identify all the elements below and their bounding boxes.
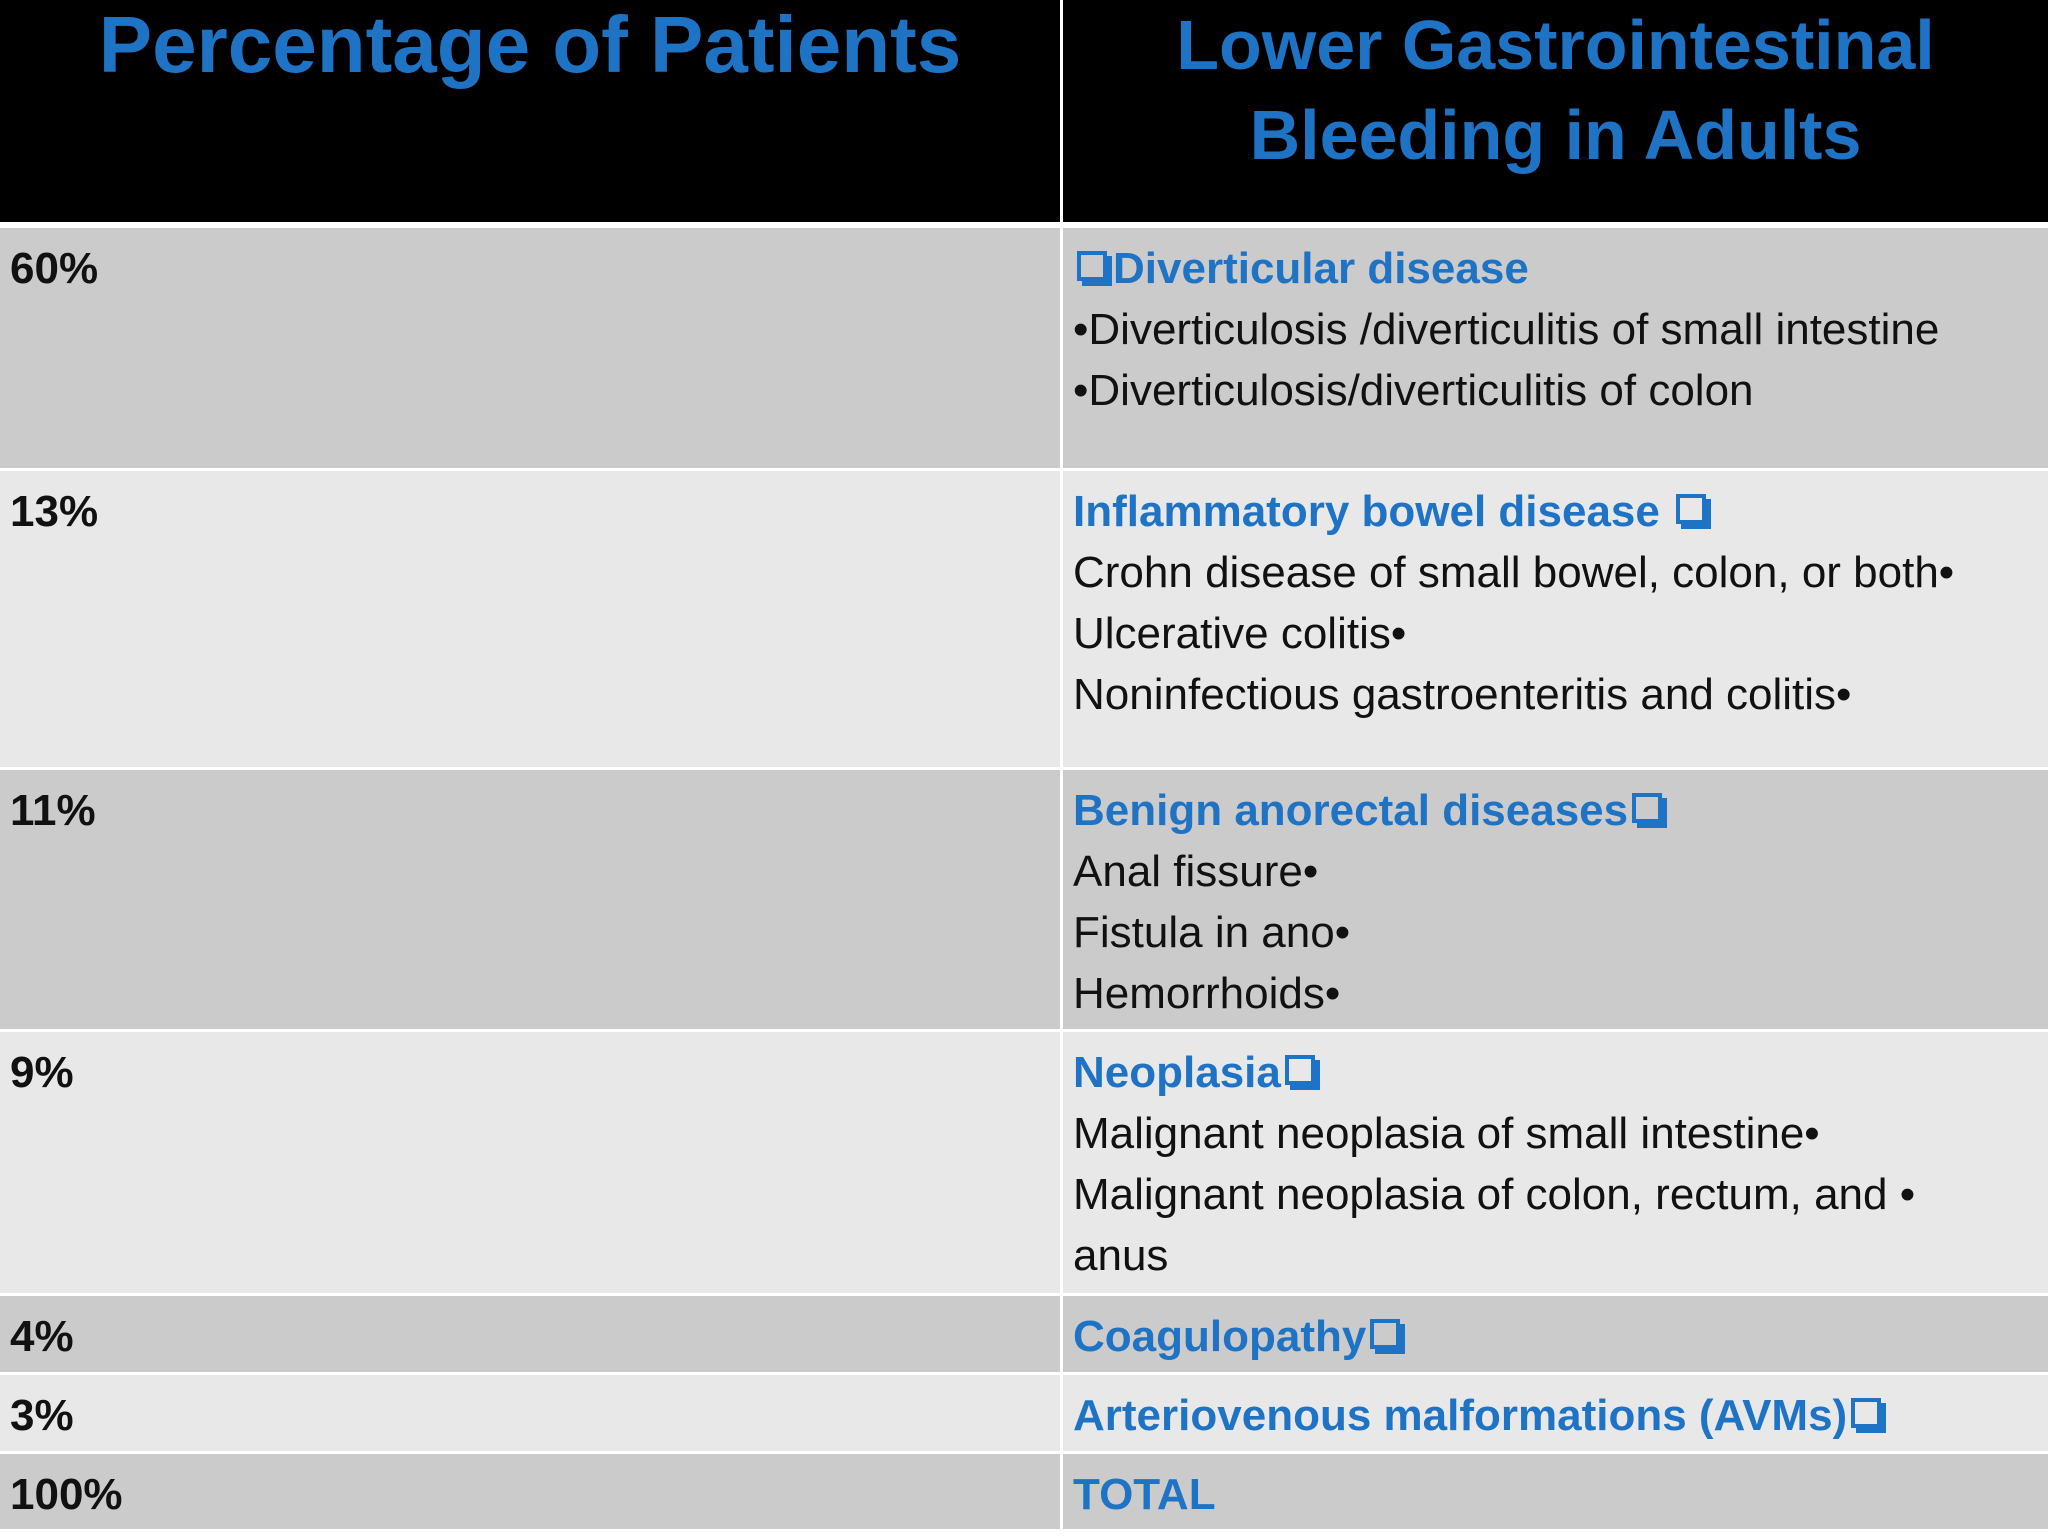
- table-row-total: 100% TOTAL: [0, 1454, 2048, 1532]
- table-row: 11% Benign anorectal diseases Anal fissu…: [0, 770, 2048, 1032]
- cause-item: •Diverticulosis/diverticulitis of colon: [1073, 366, 1754, 415]
- table-header-row: Percentage of Patients Lower Gastrointes…: [0, 0, 2048, 228]
- category-label: Neoplasia: [1073, 1042, 2038, 1103]
- percent-cell: 9%: [0, 1032, 1063, 1296]
- total-label: TOTAL: [1073, 1470, 1216, 1519]
- cause-item: anus: [1073, 1231, 1169, 1280]
- header-percentage: Percentage of Patients: [0, 0, 1063, 228]
- category-label: Inflammatory bowel disease: [1073, 481, 2038, 542]
- percent-cell: 13%: [0, 471, 1063, 770]
- category-text: Coagulopathy: [1073, 1312, 1367, 1361]
- header-lgib-line2: Bleeding in Adults: [1249, 96, 1862, 174]
- category-text: Neoplasia: [1073, 1048, 1281, 1097]
- category-text: Inflammatory bowel disease: [1073, 487, 1673, 536]
- table-row: 4% Coagulopathy: [0, 1296, 2048, 1375]
- table-row: 9% Neoplasia Malignant neoplasia of smal…: [0, 1032, 2048, 1296]
- category-text: Diverticular disease: [1113, 244, 1529, 293]
- category-label: Benign anorectal diseases: [1073, 780, 2038, 841]
- checkbox-outline-icon: [1632, 793, 1663, 823]
- cause-cell: Arteriovenous malformations (AVMs): [1063, 1375, 2048, 1454]
- cause-item: Anal fissure•: [1073, 847, 1319, 896]
- percent-cell: 100%: [0, 1454, 1063, 1532]
- cause-item: Noninfectious gastroenteritis and coliti…: [1073, 670, 1852, 719]
- percent-cell: 60%: [0, 228, 1063, 471]
- table-row: 60% Diverticular disease •Diverticulosis…: [0, 228, 2048, 471]
- checkbox-outline-icon: [1370, 1319, 1401, 1349]
- header-lgib-line1: Lower Gastrointestinal: [1176, 6, 1935, 84]
- percent-cell: 4%: [0, 1296, 1063, 1375]
- percent-cell: 3%: [0, 1375, 1063, 1454]
- cause-cell: Inflammatory bowel disease Crohn disease…: [1063, 471, 2048, 770]
- category-label: Arteriovenous malformations (AVMs): [1073, 1385, 2038, 1446]
- cause-item: Malignant neoplasia of colon, rectum, an…: [1073, 1170, 1916, 1219]
- cause-cell: Benign anorectal diseases Anal fissure• …: [1063, 770, 2048, 1032]
- category-label: Diverticular disease: [1073, 238, 2038, 299]
- cause-cell: Diverticular disease •Diverticulosis /di…: [1063, 228, 2048, 471]
- cause-item: •Diverticulosis /diverticulitis of small…: [1073, 305, 1940, 354]
- cause-item: Malignant neoplasia of small intestine•: [1073, 1109, 1820, 1158]
- cause-item: Fistula in ano•: [1073, 908, 1351, 957]
- category-text: Benign anorectal diseases: [1073, 786, 1629, 835]
- cause-cell: TOTAL: [1063, 1454, 2048, 1532]
- table-row: 13% Inflammatory bowel disease Crohn dis…: [0, 471, 2048, 770]
- checkbox-outline-icon: [1851, 1398, 1882, 1428]
- checkbox-outline-icon: [1077, 251, 1107, 281]
- cause-item: Ulcerative colitis•: [1073, 609, 1407, 658]
- checkbox-outline-icon: [1284, 1055, 1315, 1085]
- percent-cell: 11%: [0, 770, 1063, 1032]
- cause-cell: Neoplasia Malignant neoplasia of small i…: [1063, 1032, 2048, 1296]
- category-label: Coagulopathy: [1073, 1306, 2038, 1367]
- checkbox-outline-icon: [1676, 494, 1707, 524]
- cause-item: Crohn disease of small bowel, colon, or …: [1073, 548, 1955, 597]
- cause-item: Hemorrhoids•: [1073, 969, 1341, 1018]
- cause-cell: Coagulopathy: [1063, 1296, 2048, 1375]
- table-row: 3% Arteriovenous malformations (AVMs): [0, 1375, 2048, 1454]
- header-lgib: Lower Gastrointestinal Bleeding in Adult…: [1063, 0, 2048, 228]
- category-text: Arteriovenous malformations (AVMs): [1073, 1391, 1848, 1440]
